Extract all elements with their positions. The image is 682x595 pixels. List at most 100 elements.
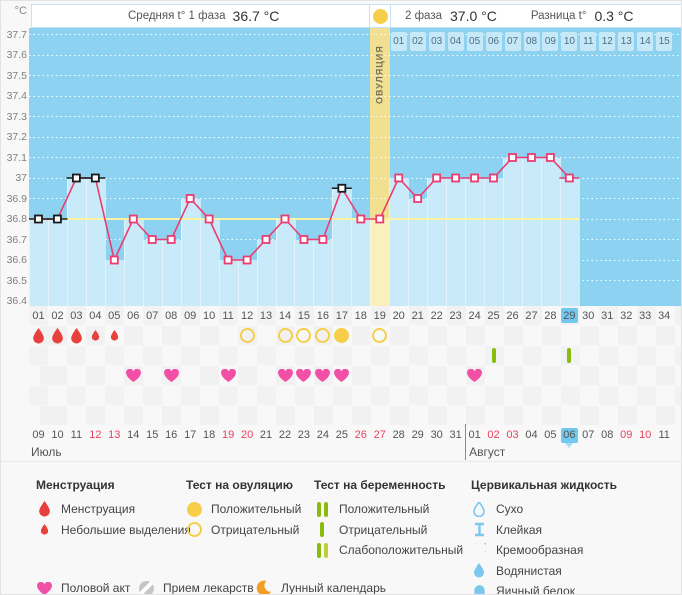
day-column[interactable] (446, 178, 467, 306)
temp-point-day-1[interactable] (34, 214, 43, 224)
day-column[interactable] (256, 239, 277, 306)
cycle-day-27[interactable]: 27 (522, 306, 541, 325)
temp-point-day-17[interactable] (337, 183, 347, 193)
date-cell[interactable]: 25 (332, 427, 351, 443)
date-cell[interactable]: 16 (162, 427, 181, 443)
day-column[interactable] (370, 219, 391, 306)
date-cell[interactable]: 11 (67, 427, 86, 443)
day-column[interactable] (48, 219, 68, 306)
temp-point-day-19[interactable] (375, 214, 385, 224)
day-column[interactable] (104, 260, 125, 306)
cycle-day-17[interactable]: 17 (332, 306, 351, 325)
date-cell[interactable]: 15 (143, 427, 162, 443)
day-column[interactable] (351, 219, 372, 306)
cycle-day-04[interactable]: 04 (86, 306, 105, 325)
cycle-day-26[interactable]: 26 (503, 306, 522, 325)
temp-point-day-4[interactable] (90, 173, 100, 183)
temp-point-day-13[interactable] (261, 235, 271, 244)
temp-point-day-3[interactable] (72, 173, 81, 183)
day-column[interactable] (332, 188, 353, 306)
temp-point-day-21[interactable] (413, 194, 423, 203)
day-column[interactable] (237, 260, 258, 306)
cycle-day-32[interactable]: 32 (617, 306, 636, 325)
date-cell[interactable]: 03 (503, 427, 522, 443)
day-column[interactable] (85, 178, 106, 306)
temp-point-day-27[interactable] (527, 153, 536, 162)
temp-point-day-8[interactable] (166, 235, 176, 244)
cycle-day-01[interactable]: 01 (29, 306, 48, 325)
day-column[interactable] (161, 239, 182, 306)
temp-point-day-12[interactable] (242, 255, 252, 265)
cycle-day-20[interactable]: 20 (389, 306, 408, 325)
date-cell[interactable]: 29 (408, 427, 427, 443)
date-cell[interactable]: 23 (294, 427, 313, 443)
temp-point-day-28[interactable] (546, 153, 555, 162)
day-column[interactable] (199, 219, 220, 306)
temp-point-day-22[interactable] (432, 173, 442, 183)
day-column[interactable] (313, 239, 334, 306)
date-cell[interactable]: 26 (351, 427, 370, 443)
date-cell[interactable]: 09 (29, 427, 48, 443)
temp-point-day-2[interactable] (53, 214, 62, 224)
day-column[interactable] (427, 178, 448, 306)
date-cell[interactable]: 11 (655, 427, 674, 443)
day-column[interactable] (389, 178, 410, 306)
cycle-day-15[interactable]: 15 (294, 306, 313, 325)
date-cell[interactable]: 05 (541, 427, 560, 443)
temp-point-day-15[interactable] (299, 235, 309, 244)
date-cell[interactable]: 21 (257, 427, 276, 443)
cycle-day-03[interactable]: 03 (67, 306, 86, 325)
temp-point-day-6[interactable] (128, 214, 138, 224)
day-column[interactable] (484, 178, 504, 306)
temp-point-day-9[interactable] (185, 194, 195, 203)
date-cell[interactable]: 06 (560, 427, 579, 443)
cycle-day-31[interactable]: 31 (598, 306, 617, 325)
cycle-day-23[interactable]: 23 (446, 306, 465, 325)
day-column[interactable] (29, 219, 49, 306)
date-cell[interactable]: 02 (484, 427, 503, 443)
temp-point-day-25[interactable] (489, 173, 498, 183)
cycle-day-16[interactable]: 16 (313, 306, 332, 325)
temp-point-day-29[interactable] (564, 173, 574, 183)
date-cell[interactable]: 18 (200, 427, 219, 443)
date-cell[interactable]: 14 (124, 427, 143, 443)
cycle-day-07[interactable]: 07 (143, 306, 162, 325)
temp-point-day-5[interactable] (109, 255, 119, 265)
date-cell[interactable]: 27 (370, 427, 389, 443)
cycle-day-19[interactable]: 19 (370, 306, 389, 325)
date-cell[interactable]: 31 (446, 427, 465, 443)
date-cell[interactable]: 09 (617, 427, 636, 443)
day-column[interactable] (275, 219, 296, 306)
cycle-day-09[interactable]: 09 (181, 306, 200, 325)
temp-point-day-7[interactable] (147, 235, 157, 244)
date-cell[interactable]: 24 (313, 427, 332, 443)
cycle-day-34[interactable]: 34 (655, 306, 674, 325)
temp-point-day-14[interactable] (280, 214, 290, 224)
date-cell[interactable]: 01 (465, 427, 484, 443)
date-cell[interactable]: 04 (522, 427, 541, 443)
cycle-day-06[interactable]: 06 (124, 306, 143, 325)
cycle-day-24[interactable]: 24 (465, 306, 484, 325)
cycle-day-21[interactable]: 21 (408, 306, 427, 325)
cycle-day-11[interactable]: 11 (219, 306, 238, 325)
cycle-day-02[interactable]: 02 (48, 306, 67, 325)
date-cell[interactable]: 19 (219, 427, 238, 443)
cycle-day-08[interactable]: 08 (162, 306, 181, 325)
cycle-day-22[interactable]: 22 (427, 306, 446, 325)
day-column[interactable] (66, 178, 87, 306)
day-column[interactable] (559, 178, 580, 306)
date-cell[interactable]: 07 (579, 427, 598, 443)
cycle-day-05[interactable]: 05 (105, 306, 124, 325)
cycle-day-14[interactable]: 14 (276, 306, 295, 325)
temp-point-day-18[interactable] (356, 214, 366, 224)
day-column[interactable] (522, 157, 542, 306)
temp-point-day-10[interactable] (204, 214, 214, 224)
date-cell[interactable]: 08 (598, 427, 617, 443)
day-column[interactable] (540, 157, 561, 306)
day-column[interactable] (123, 219, 144, 306)
cycle-day-33[interactable]: 33 (636, 306, 655, 325)
temp-point-day-26[interactable] (508, 153, 517, 162)
date-cell[interactable]: 20 (238, 427, 257, 443)
day-column[interactable] (294, 239, 315, 306)
day-column[interactable] (142, 239, 163, 306)
